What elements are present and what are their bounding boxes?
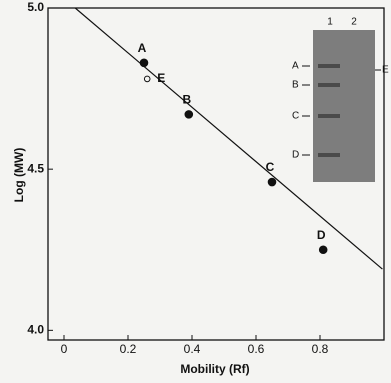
- chart: Log (MW) Mobility (Rf) 0 0.2 0.4 0.6 0.8 4.0 4…: [0, 0, 391, 383]
- data-point: [268, 178, 276, 186]
- lane-label: 1: [327, 17, 333, 28]
- lane-label: 2: [351, 17, 357, 28]
- band-label: B: [292, 80, 299, 91]
- gel-band: [318, 64, 340, 68]
- band-label: D: [292, 150, 299, 161]
- band-label: C: [292, 111, 299, 122]
- point-label: C: [266, 160, 275, 174]
- inset-gel: [313, 30, 375, 182]
- gel-band: [318, 114, 340, 118]
- data-point: [140, 59, 148, 67]
- y-tick-label: 5.0: [27, 0, 44, 14]
- y-tick-label: 4.0: [27, 323, 44, 337]
- x-tick-label: 0.4: [184, 342, 201, 356]
- band-label: A: [292, 61, 299, 72]
- y-tick-label: 4.5: [27, 161, 44, 175]
- y-axis-label: Log (MW): [12, 148, 26, 203]
- x-tick-label: 0.6: [248, 342, 265, 356]
- point-label: D: [317, 228, 326, 242]
- point-label: A: [138, 41, 147, 55]
- x-tick-label: 0: [61, 342, 68, 356]
- band-label: E: [382, 65, 389, 76]
- gel-band: [318, 83, 340, 87]
- point-label: E: [157, 71, 165, 85]
- data-point: [319, 246, 327, 254]
- x-tick-label: 0.8: [312, 342, 329, 356]
- data-point: [185, 111, 193, 119]
- gel-band: [318, 153, 340, 157]
- point-label: B: [182, 93, 191, 107]
- x-axis-label: Mobility (Rf): [180, 362, 249, 376]
- x-tick-label: 0.2: [120, 342, 137, 356]
- data-point: [144, 76, 150, 82]
- gel: [313, 30, 375, 182]
